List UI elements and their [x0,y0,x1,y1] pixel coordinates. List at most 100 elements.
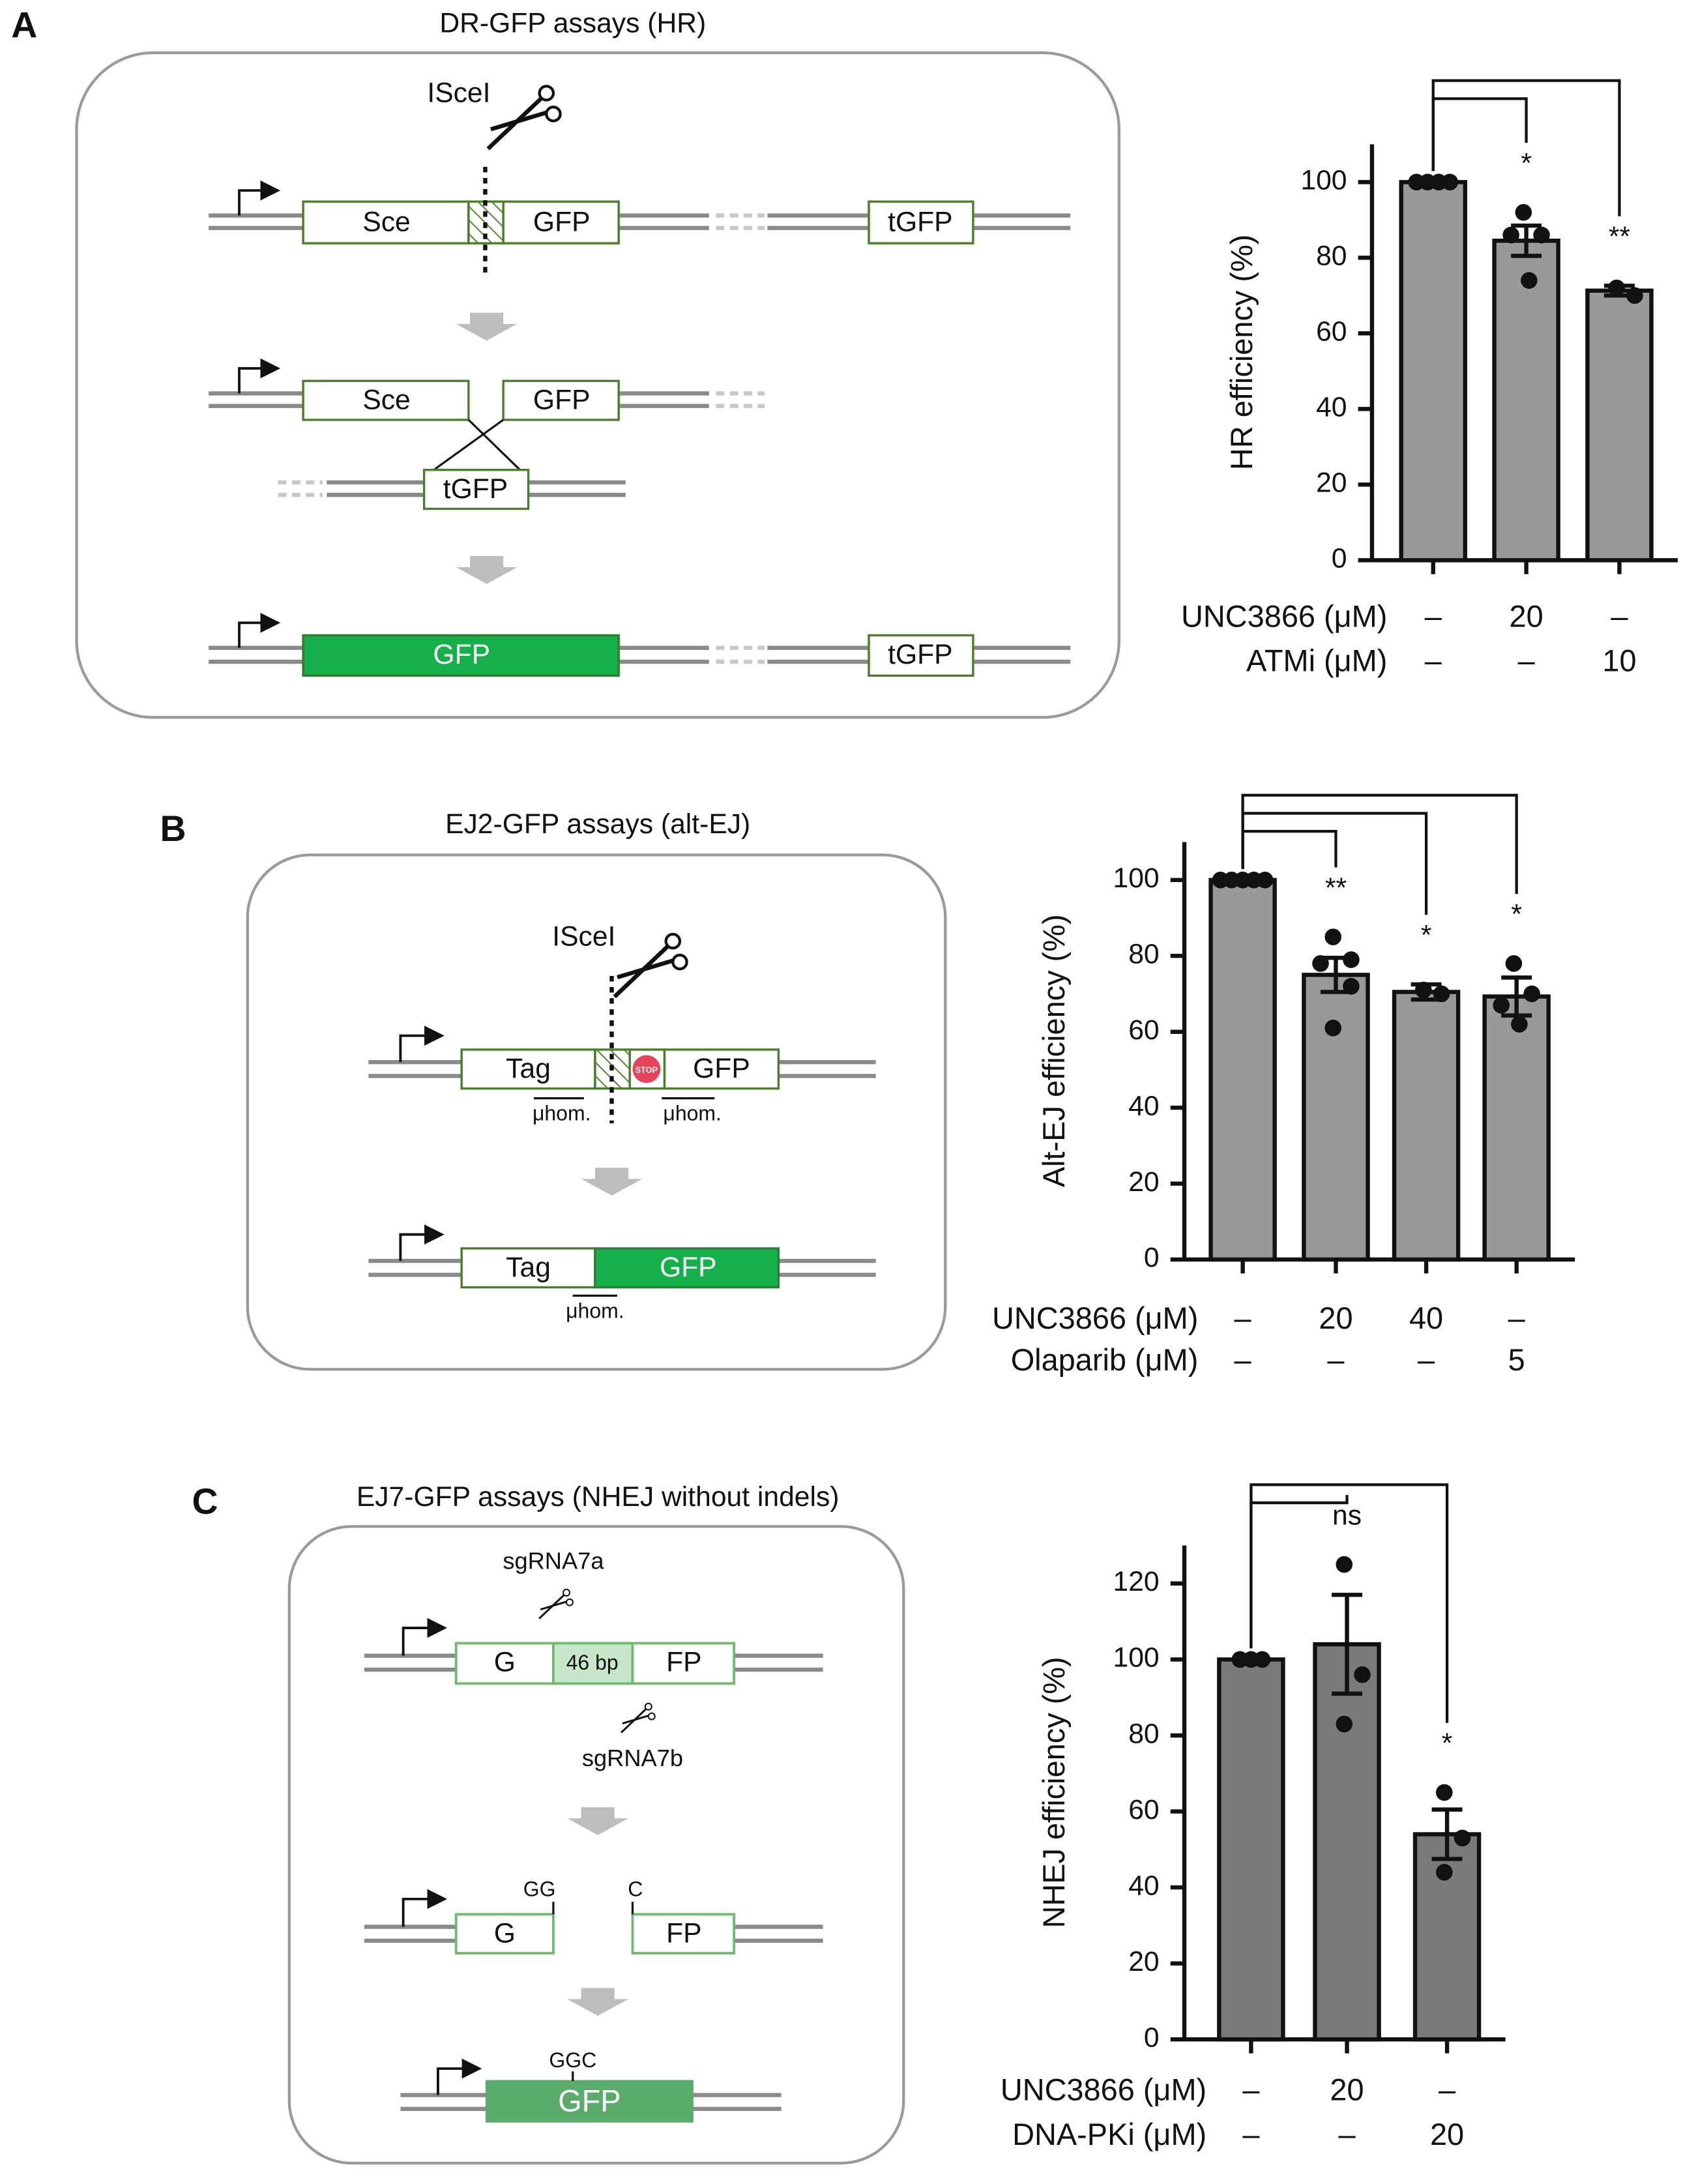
data-point [1343,951,1360,968]
significance-label: ns [1332,1499,1362,1531]
scissors [620,1702,656,1734]
box-label: Sce [362,207,410,238]
data-point [1521,272,1538,289]
promoter [238,180,281,216]
y-tick-label: 60 [1128,1794,1159,1825]
promoter [437,2058,482,2095]
dna-gap [716,213,765,230]
diagram-c: C EJ7-GFP assays (NHEJ without indels) s… [192,1481,905,2165]
enzyme-label: ISceI [427,77,490,108]
significance-bracket [1241,830,1338,869]
box-label: Sce [362,385,410,416]
y-axis-label: Alt-EJ efficiency (%) [1037,914,1071,1187]
significance-label: * [1421,920,1432,951]
homology-label: μhom. [663,1102,721,1125]
bar [1208,878,1277,1262]
dna-line [209,391,709,497]
significance-label: * [1511,899,1522,930]
gene-box [502,200,620,244]
data-point [1505,955,1523,972]
dna-line [368,1258,876,1277]
condition-value: 20 [1330,2073,1364,2107]
bar [1392,990,1461,1262]
dna-line [364,1925,823,1943]
error-bar [1511,223,1542,258]
gfp-box [594,1247,780,1289]
gfp-box [302,634,620,677]
dna-line [209,645,1071,664]
significance-label: * [1442,1728,1453,1759]
condition-value: – [1425,599,1442,633]
diagram-title: DR-GFP assays (HR) [439,8,706,39]
gene-box [663,1048,780,1090]
significance-label: * [1521,148,1532,179]
data-point [1493,997,1510,1014]
condition-value: – [1242,2118,1260,2151]
condition-label: Olaparib (μM) [1011,1343,1199,1377]
dna-line [368,1059,876,1078]
box-label: FP [666,1647,701,1678]
gene-box [631,1913,736,1955]
data-point [1256,872,1274,889]
y-tick-label: 80 [1316,241,1347,272]
significance-label: ** [1325,872,1347,904]
condition-value: 20 [1319,1301,1352,1335]
diagram-title: EJ7-GFP assays (NHEJ without indels) [357,1481,840,1513]
step-arrow [581,1168,643,1196]
diagram-a: A DR-GFP assays (HR) ISceI Sce GFP tGFP … [11,5,1120,719]
bar [1217,1657,1285,2042]
bar [1302,973,1370,1262]
box-label: GFP [693,1053,750,1084]
gene-box [868,634,974,677]
y-tick-label: 60 [1316,316,1347,347]
condition-label: UNC3866 (μM) [1001,2073,1206,2107]
box-label: tGFP [888,207,952,238]
y-tick-label: 0 [1332,543,1347,574]
data-point [1312,955,1329,972]
gene-box [302,200,470,244]
significance-bracket [1250,1483,1449,1723]
significance-label: ** [1609,221,1630,252]
bar [1482,994,1551,1262]
y-tick-label: 0 [1144,2022,1160,2053]
data-point [1433,985,1450,1003]
promoter [238,612,281,648]
condition-label: DNA-PKi (μM) [1012,2118,1206,2151]
data-point [1253,1651,1271,1668]
box-label: GFP [660,1252,717,1283]
step-arrow [567,1988,629,2016]
dna-line [400,2093,782,2112]
scissors [488,86,561,149]
y-tick-label: 100 [1113,863,1160,894]
promoter [399,1224,445,1262]
y-tick-label: 40 [1128,1870,1159,1901]
stop-label: STOP [636,1065,658,1074]
condition-value: – [1439,2073,1456,2107]
gene-box [868,200,974,244]
data-point [1626,287,1643,304]
condition-label: UNC3866 (μM) [992,1301,1198,1335]
data-point [1415,981,1432,999]
end-label: GG [523,1878,556,1901]
gene-box [631,1642,736,1685]
panel-box [287,1525,905,2165]
y-tick-label: 100 [1113,1642,1160,1674]
gene-box [454,1913,555,1955]
significance-bracket [1241,793,1518,894]
gene-box [502,379,620,421]
panel-letter: A [11,5,37,45]
homology-label: μhom. [566,1299,624,1322]
y-axis-label: NHEJ efficiency (%) [1037,1657,1071,1928]
data-point [1515,203,1532,221]
condition-value: 20 [1430,2118,1464,2151]
diagram-title: EJ2-GFP assays (alt-EJ) [445,808,750,840]
panel-letter: C [192,1481,218,1522]
box-label: GFP [533,207,591,238]
y-tick-label: 80 [1128,939,1159,970]
y-axis-label: HR efficiency (%) [1225,235,1259,470]
condition-value: – [1425,644,1442,678]
box-label: tGFP [443,473,508,505]
condition-value: – [1518,644,1536,678]
data-point [1502,226,1519,244]
